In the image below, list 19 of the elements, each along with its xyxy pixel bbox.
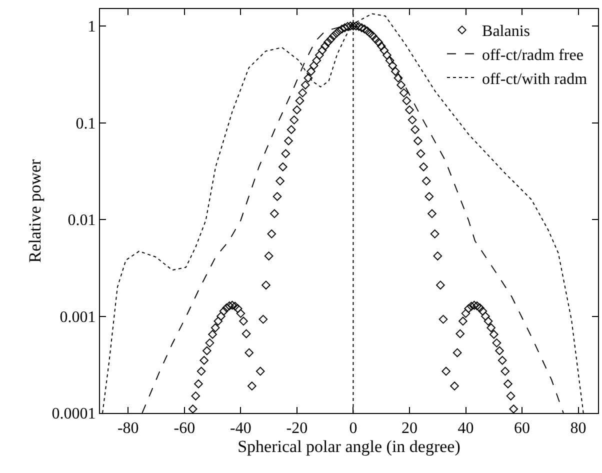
x-tick-label: -20 xyxy=(286,420,308,438)
x-tick-label: 20 xyxy=(401,420,418,438)
y-tick-label: 0.1 xyxy=(76,115,96,132)
x-tick-label: -60 xyxy=(174,420,196,438)
legend-label: off-ct/with radm xyxy=(482,70,588,88)
y-tick-label: 0.0001 xyxy=(52,406,96,423)
x-tick-label: 60 xyxy=(514,420,530,438)
y-tick-label: 0.01 xyxy=(68,212,96,230)
x-tick-label: 0 xyxy=(349,420,358,438)
y-tick-label: 1 xyxy=(88,18,96,36)
y-axis-title: Relative power xyxy=(25,158,44,263)
x-axis-title: Spherical polar angle (in degree) xyxy=(238,437,460,456)
x-tick-label: 40 xyxy=(458,420,474,438)
legend-label: Balanis xyxy=(482,23,530,40)
x-tick-label: 80 xyxy=(570,420,586,438)
x-tick-label: -40 xyxy=(230,420,252,438)
x-tick-label: -80 xyxy=(117,420,139,438)
legend-label: off-ct/radm free xyxy=(482,46,584,64)
y-tick-label: 0.001 xyxy=(60,308,96,326)
